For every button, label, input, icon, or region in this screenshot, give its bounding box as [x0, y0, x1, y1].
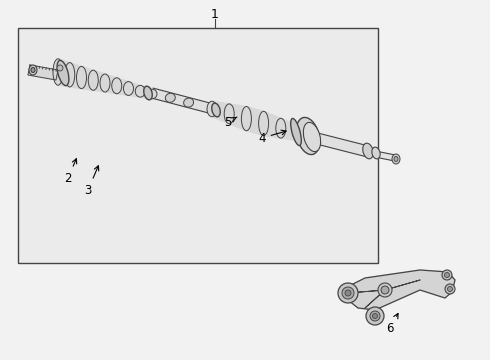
Ellipse shape: [29, 65, 37, 75]
Ellipse shape: [372, 147, 380, 159]
Polygon shape: [58, 59, 152, 99]
Polygon shape: [379, 152, 395, 161]
Polygon shape: [151, 88, 214, 114]
Ellipse shape: [112, 78, 122, 94]
Text: 5: 5: [224, 116, 237, 129]
Ellipse shape: [184, 98, 194, 107]
Ellipse shape: [53, 59, 63, 85]
Ellipse shape: [303, 122, 320, 152]
Ellipse shape: [378, 283, 392, 297]
Ellipse shape: [366, 307, 384, 325]
Ellipse shape: [444, 273, 449, 278]
Text: 3: 3: [84, 166, 98, 197]
Ellipse shape: [370, 311, 380, 321]
Ellipse shape: [276, 118, 286, 138]
Ellipse shape: [291, 118, 301, 145]
Polygon shape: [314, 133, 371, 157]
Ellipse shape: [242, 107, 251, 131]
Text: 4: 4: [258, 130, 286, 144]
Ellipse shape: [88, 70, 98, 90]
Ellipse shape: [392, 154, 400, 164]
Ellipse shape: [224, 104, 234, 124]
Ellipse shape: [212, 103, 220, 117]
Ellipse shape: [345, 290, 351, 296]
Ellipse shape: [100, 74, 110, 92]
Polygon shape: [28, 65, 58, 80]
Ellipse shape: [65, 63, 75, 87]
Ellipse shape: [123, 82, 133, 95]
Ellipse shape: [144, 86, 152, 100]
Ellipse shape: [338, 283, 358, 303]
Ellipse shape: [135, 85, 145, 97]
Text: 2: 2: [64, 159, 76, 185]
Ellipse shape: [363, 143, 373, 159]
Ellipse shape: [57, 60, 69, 86]
Ellipse shape: [442, 270, 452, 280]
Ellipse shape: [342, 287, 354, 299]
Ellipse shape: [296, 117, 319, 154]
Ellipse shape: [447, 287, 452, 292]
Ellipse shape: [259, 111, 269, 135]
Bar: [18, 28, 378, 263]
Ellipse shape: [76, 66, 87, 89]
Ellipse shape: [57, 65, 63, 71]
Ellipse shape: [372, 314, 377, 319]
Ellipse shape: [147, 89, 157, 99]
Ellipse shape: [445, 284, 455, 294]
Ellipse shape: [381, 286, 389, 294]
Ellipse shape: [207, 101, 217, 117]
Text: 6: 6: [386, 314, 398, 334]
Ellipse shape: [165, 93, 175, 102]
Text: 1: 1: [211, 8, 219, 21]
Ellipse shape: [394, 157, 398, 162]
Ellipse shape: [31, 68, 35, 72]
Polygon shape: [345, 270, 455, 310]
Polygon shape: [212, 101, 298, 141]
Ellipse shape: [293, 125, 303, 141]
